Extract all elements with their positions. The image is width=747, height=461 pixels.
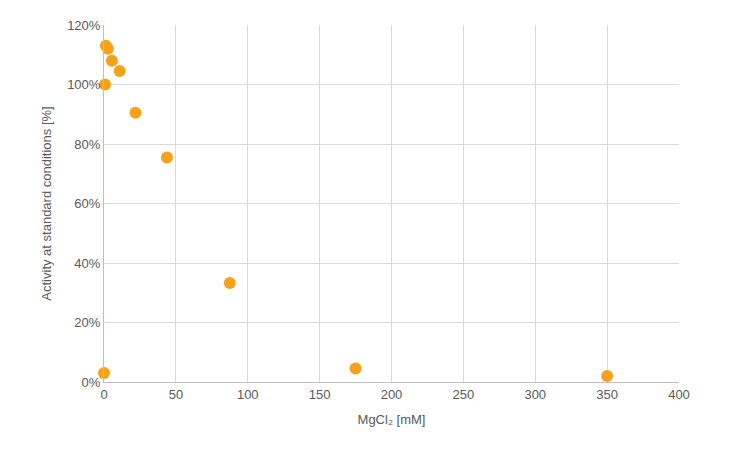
svg-text:150: 150 xyxy=(309,387,331,402)
svg-text:100: 100 xyxy=(237,387,259,402)
svg-text:200: 200 xyxy=(381,387,403,402)
svg-text:60%: 60% xyxy=(74,196,100,211)
svg-text:MgCl₂ [mM]: MgCl₂ [mM] xyxy=(358,412,426,427)
svg-text:100%: 100% xyxy=(67,77,101,92)
svg-text:400: 400 xyxy=(668,387,690,402)
svg-text:Activity at standard condition: Activity at standard conditions [%] xyxy=(39,106,54,300)
svg-text:300: 300 xyxy=(524,387,546,402)
svg-text:20%: 20% xyxy=(74,315,100,330)
svg-text:250: 250 xyxy=(453,387,475,402)
svg-text:0: 0 xyxy=(100,387,107,402)
svg-text:80%: 80% xyxy=(74,137,100,152)
svg-text:120%: 120% xyxy=(67,18,101,33)
svg-text:40%: 40% xyxy=(74,256,100,271)
svg-text:50: 50 xyxy=(169,387,183,402)
svg-text:0%: 0% xyxy=(82,375,101,390)
svg-text:350: 350 xyxy=(596,387,618,402)
